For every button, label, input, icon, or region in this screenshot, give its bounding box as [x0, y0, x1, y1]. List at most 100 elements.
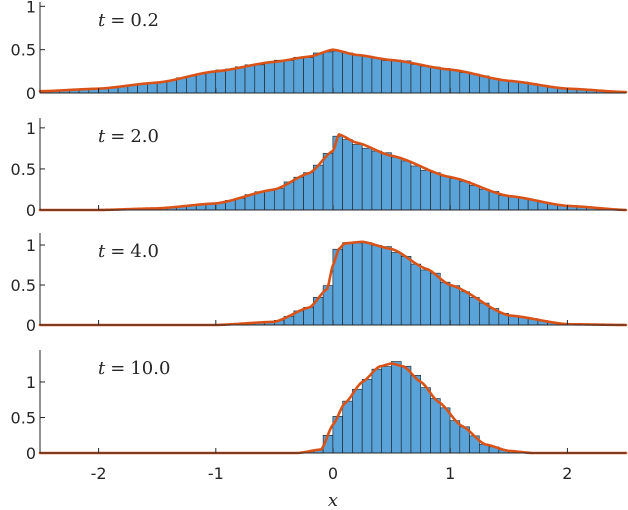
- histogram-bar: [322, 51, 334, 94]
- histogram-bar: [381, 60, 392, 94]
- panel-time-label: t = 2.0: [98, 126, 159, 147]
- histogram-bar: [352, 242, 363, 326]
- histogram-bar: [430, 66, 441, 94]
- histogram-bar: [439, 407, 451, 454]
- time-value: 10.0: [130, 358, 170, 379]
- time-value: 4.0: [130, 241, 159, 262]
- time-variable: t: [98, 126, 106, 147]
- histogram-bar: [498, 80, 509, 94]
- histogram-bar: [410, 64, 422, 94]
- histogram-bar: [303, 57, 314, 94]
- histogram-bar: [391, 59, 402, 94]
- histogram-bar: [371, 245, 382, 326]
- time-variable: t: [98, 358, 106, 379]
- histogram-bar: [508, 81, 519, 94]
- histogram-bar: [479, 188, 490, 211]
- histogram-bar: [449, 69, 461, 94]
- y-tick-label: 0: [26, 84, 36, 103]
- x-tick-label: -2: [91, 464, 107, 483]
- histogram-bar: [498, 195, 509, 211]
- histogram-bar: [342, 400, 353, 454]
- panel-2: 0 0.5 1 t = 2.0: [11, 118, 628, 220]
- histogram-bar: [274, 59, 285, 94]
- histogram-bar: [439, 281, 451, 326]
- time-equals: =: [110, 126, 125, 147]
- histogram-bar: [430, 272, 441, 326]
- histogram-bar: [313, 164, 324, 211]
- histogram-bar: [410, 165, 422, 211]
- histogram-bar: [400, 160, 412, 211]
- panel-1: 0 0.5 1 t = 0.2: [11, 0, 628, 103]
- histogram-bar: [215, 69, 226, 94]
- histogram-bar: [361, 56, 373, 94]
- histogram-bar: [225, 68, 236, 94]
- histogram-bar: [420, 66, 431, 94]
- histogram-bar: [469, 185, 480, 211]
- histogram-bar: [352, 388, 363, 454]
- y-tick-label: 1: [26, 0, 36, 16]
- histogram-bar: [313, 52, 324, 94]
- histogram-bar: [322, 153, 334, 211]
- y-tick-label: 1: [26, 236, 36, 255]
- time-equals: =: [110, 241, 125, 262]
- time-equals: =: [110, 10, 125, 31]
- panel-3: 0 0.5 1 t = 4.0: [11, 233, 628, 335]
- y-tick-label: 0: [26, 444, 36, 463]
- histogram-bar: [205, 72, 217, 94]
- histogram-bar: [293, 176, 304, 211]
- histogram-bar: [410, 263, 422, 326]
- histogram-bar: [469, 297, 480, 326]
- histogram-bar: [420, 387, 431, 454]
- histogram-bar: [430, 172, 441, 211]
- panel-time-label: t = 4.0: [98, 241, 159, 262]
- y-tick-label: 0.5: [11, 276, 36, 295]
- histogram-bar: [420, 169, 431, 211]
- histogram-bar: [381, 246, 392, 326]
- time-value: 0.2: [130, 10, 159, 31]
- histogram-bar: [352, 55, 363, 94]
- histogram-bar: [381, 366, 392, 454]
- histogram-bar: [303, 172, 314, 211]
- time-value: 2.0: [130, 126, 159, 147]
- histogram-bar: [361, 242, 373, 326]
- histogram-bar: [361, 147, 373, 211]
- histogram-bar: [400, 365, 412, 454]
- histogram-bar: [254, 64, 265, 94]
- histogram-bar: [195, 73, 207, 94]
- histogram-bar: [264, 61, 275, 94]
- histogram-bar: [449, 285, 461, 326]
- y-tick-label: 1: [26, 119, 36, 138]
- histogram-bars: [39, 50, 627, 94]
- histogram-bar: [381, 152, 392, 211]
- y-tick-label: 0: [26, 201, 36, 220]
- histogram-bar: [439, 175, 451, 211]
- histogram-bar: [459, 181, 470, 211]
- x-axis-label: x: [328, 490, 338, 510]
- time-equals: =: [110, 358, 125, 379]
- histogram-bar: [400, 60, 412, 94]
- histogram-bar: [293, 56, 304, 94]
- histogram-bar: [420, 269, 431, 326]
- time-variable: t: [98, 10, 106, 31]
- histogram-bar: [283, 60, 295, 94]
- y-tick-label: 1: [26, 373, 36, 392]
- histogram-bar: [469, 73, 480, 94]
- histogram-bar: [508, 196, 519, 211]
- histogram-bar: [430, 398, 441, 454]
- histogram-bar: [361, 379, 373, 454]
- histogram-bar: [342, 52, 353, 94]
- histogram-bar: [371, 57, 382, 94]
- histogram-bar: [391, 361, 402, 454]
- histogram-bar: [391, 156, 402, 211]
- density-curve: [38, 48, 628, 94]
- histogram-bar: [274, 188, 285, 211]
- y-tick-label: 0.5: [11, 408, 36, 427]
- histogram-bars: [303, 361, 529, 454]
- histogram-bar: [244, 64, 256, 94]
- histogram-bar: [449, 420, 461, 454]
- panel-time-label: t = 10.0: [98, 358, 170, 379]
- panel-time-label: t = 0.2: [98, 10, 159, 31]
- histogram-bar: [234, 66, 246, 94]
- histogram-bar: [410, 375, 422, 454]
